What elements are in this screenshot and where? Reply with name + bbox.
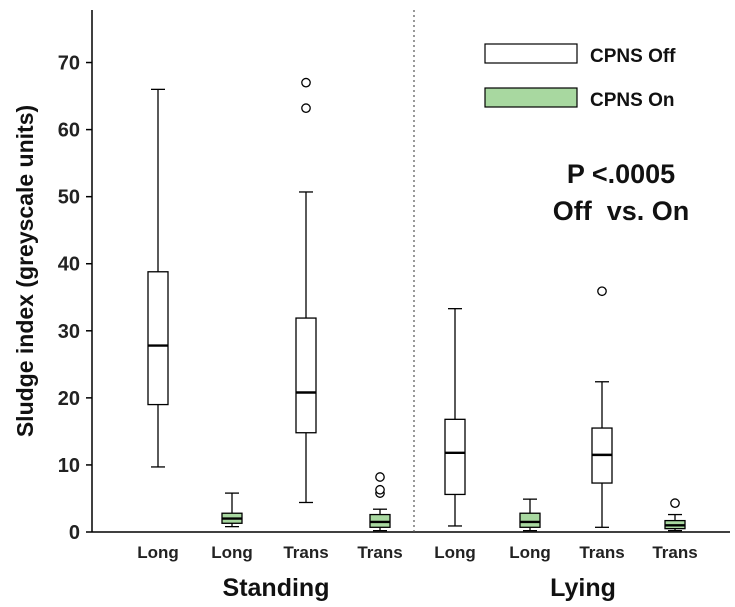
category-label: Long <box>509 543 551 562</box>
y-axis-title: Sludge index (greyscale units) <box>12 105 38 437</box>
interquartile-box <box>519 512 541 528</box>
legend-label-cpns-off: CPNS Off <box>590 46 676 67</box>
category-label: Long <box>434 543 476 562</box>
outlier-point <box>301 103 311 113</box>
legend-swatch-cpns-off <box>484 43 578 64</box>
legend-swatch-cpns-on <box>484 87 578 108</box>
boxes <box>147 77 686 532</box>
category-label: Trans <box>357 543 402 562</box>
box-cpns-off <box>147 88 169 468</box>
box-cpns-on <box>519 498 541 532</box>
y-tick-label: 10 <box>58 455 80 477</box>
category-label: Trans <box>283 543 328 562</box>
category-label: Long <box>137 543 179 562</box>
p-value-annotation: P <.0005 <box>567 159 675 189</box>
category-label: Trans <box>579 543 624 562</box>
y-tick-label: 0 <box>69 522 80 544</box>
interquartile-box <box>147 271 169 406</box>
y-tick-label: 50 <box>58 187 80 209</box>
outlier-point <box>670 498 680 509</box>
group-label-lying: Lying <box>550 574 616 602</box>
y-tick-label: 20 <box>58 388 80 410</box>
legend-label-cpns-on: CPNS On <box>590 90 674 111</box>
outlier-point <box>375 484 385 495</box>
y-tick-label: 30 <box>58 321 80 343</box>
outlier-point <box>375 472 385 482</box>
category-label: Long <box>211 543 253 562</box>
y-tick-label: 70 <box>58 53 80 75</box>
outlier-point <box>301 77 311 88</box>
legend: CPNS Off CPNS On <box>484 43 676 111</box>
outlier-point <box>597 286 607 297</box>
interquartile-box <box>295 317 317 434</box>
category-labels: Long Long Trans Trans Long Long Trans Trans <box>137 543 697 562</box>
y-tick-label: 60 <box>58 120 80 142</box>
group-label-standing: Standing <box>223 574 330 602</box>
box-cpns-off <box>591 286 613 528</box>
comparison-annotation: Off vs. On <box>553 196 690 226</box>
box-cpns-off <box>295 77 317 504</box>
y-tick-label: 40 <box>58 254 80 276</box>
box-cpns-on <box>221 492 243 528</box>
interquartile-box <box>444 418 466 496</box>
box-cpns-on <box>664 498 686 532</box>
category-label: Trans <box>652 543 697 562</box>
box-cpns-on <box>369 472 391 532</box>
y-ticks: 0 10 20 30 40 50 60 70 <box>58 53 92 544</box>
box-cpns-off <box>444 308 466 527</box>
